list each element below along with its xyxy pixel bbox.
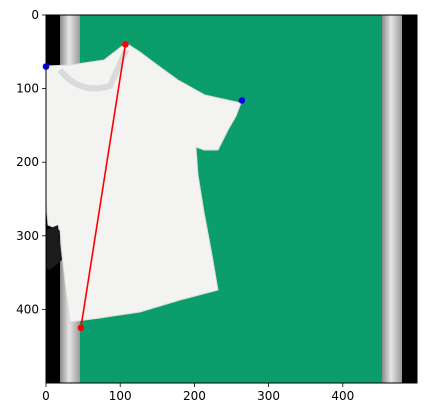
y-tick-label: 400 bbox=[16, 302, 39, 316]
tshirt-shape bbox=[46, 42, 242, 323]
y-tick-label: 0 bbox=[31, 8, 39, 22]
y-tick-label: 300 bbox=[16, 229, 39, 243]
x-tick-label: 0 bbox=[42, 389, 50, 403]
x-tick-label: 300 bbox=[257, 389, 280, 403]
axes-frame bbox=[45, 14, 418, 384]
red-line bbox=[80, 44, 127, 328]
y-tick-label: 200 bbox=[16, 155, 39, 169]
blue-point-1 bbox=[238, 97, 246, 104]
red-point-1 bbox=[77, 324, 85, 332]
x-tick-label: 200 bbox=[183, 389, 206, 403]
x-tick-label: 400 bbox=[331, 389, 354, 403]
x-tick-label: 100 bbox=[109, 389, 132, 403]
red-point-0 bbox=[122, 41, 129, 48]
y-tick-label: 100 bbox=[16, 82, 39, 96]
background-photo bbox=[46, 15, 417, 383]
